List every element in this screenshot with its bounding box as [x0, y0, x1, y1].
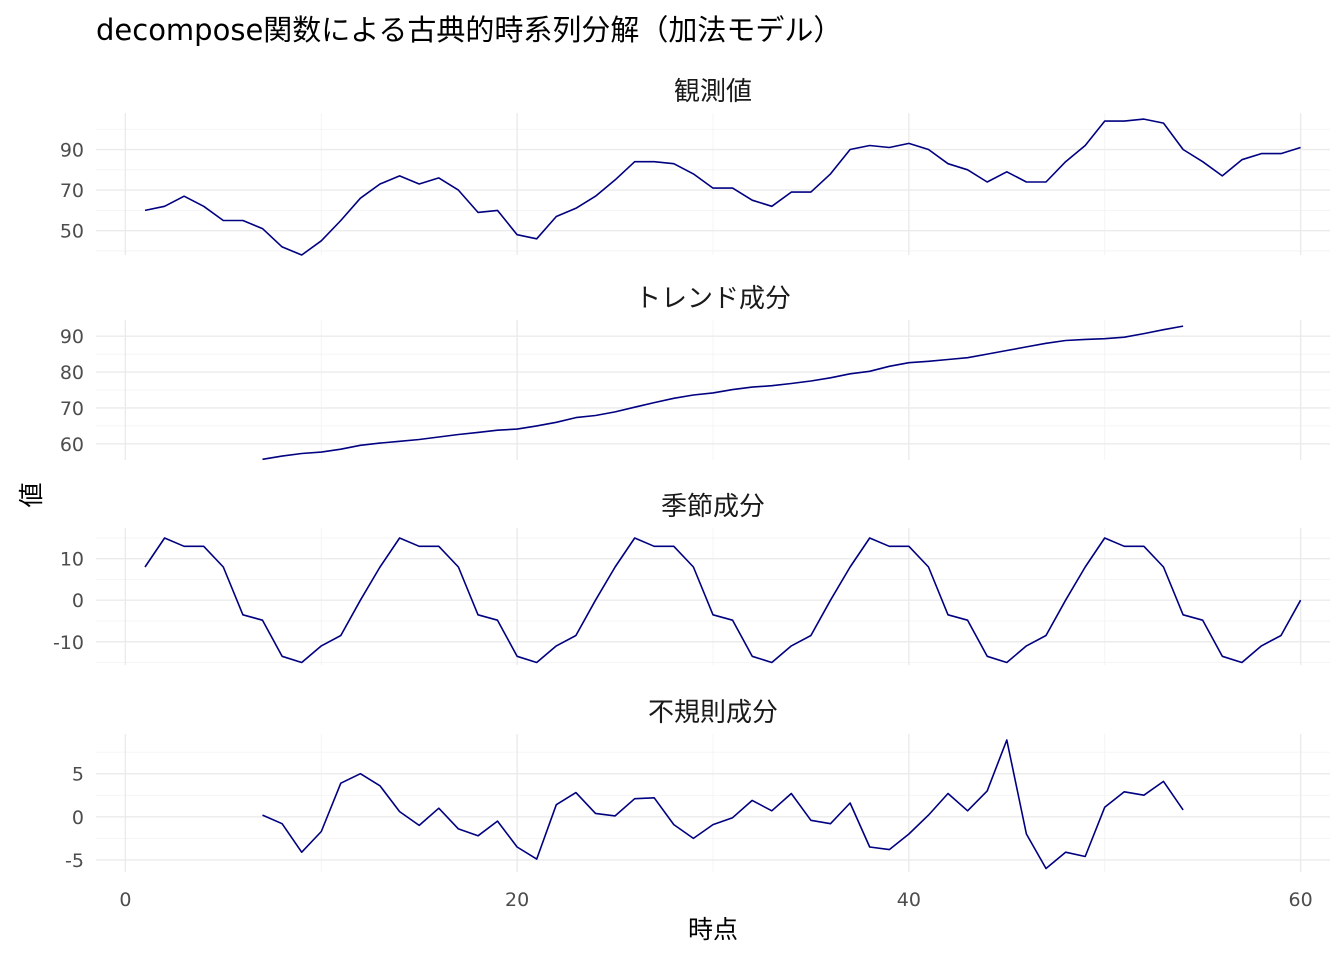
- chart-title: decompose関数による古典的時系列分解（加法モデル）: [96, 13, 842, 47]
- series-line: [144, 118, 1301, 256]
- series-line: [262, 325, 1184, 461]
- x-tick-label: 40: [897, 889, 921, 911]
- y-tick-label: 90: [60, 140, 84, 162]
- series-line: [144, 537, 1302, 664]
- y-tick-label: 5: [72, 764, 84, 786]
- facet-panel: 50 70 90 観測値: [60, 77, 1330, 256]
- y-tick-label: 10: [60, 549, 84, 571]
- x-axis: 0 20 40 60: [119, 889, 1312, 911]
- facet-panel: -5 0 5 不規則成分: [65, 698, 1330, 872]
- series-line: [262, 739, 1184, 870]
- facet-title: 観測値: [674, 77, 752, 107]
- facet-panels: 50 70 90 観測値 60 70 80 90 トレンド成分 -10 0 10 季節成分 -5 0 5 不規則…: [53, 77, 1330, 872]
- y-tick-label: 80: [60, 362, 84, 384]
- facet-panel: -10 0 10 季節成分: [53, 492, 1330, 665]
- facet-title: 不規則成分: [648, 698, 778, 728]
- y-tick-label: 0: [72, 590, 84, 612]
- facet-panel: 60 70 80 90 トレンド成分: [60, 284, 1330, 461]
- facet-title: トレンド成分: [635, 284, 791, 314]
- y-tick-label: 70: [60, 398, 84, 420]
- y-tick-label: 60: [60, 434, 84, 456]
- facet-title: 季節成分: [661, 492, 765, 522]
- y-tick-label: -10: [53, 632, 84, 654]
- y-axis-label: 値: [17, 482, 46, 507]
- x-tick-label: 0: [119, 889, 131, 911]
- y-tick-label: 70: [60, 180, 84, 202]
- y-tick-label: -5: [65, 850, 84, 872]
- y-tick-label: 90: [60, 326, 84, 348]
- y-tick-label: 50: [60, 221, 84, 243]
- x-tick-label: 20: [505, 889, 529, 911]
- y-tick-label: 0: [72, 807, 84, 829]
- x-axis-label: 時点: [688, 915, 738, 944]
- x-tick-label: 60: [1289, 889, 1313, 911]
